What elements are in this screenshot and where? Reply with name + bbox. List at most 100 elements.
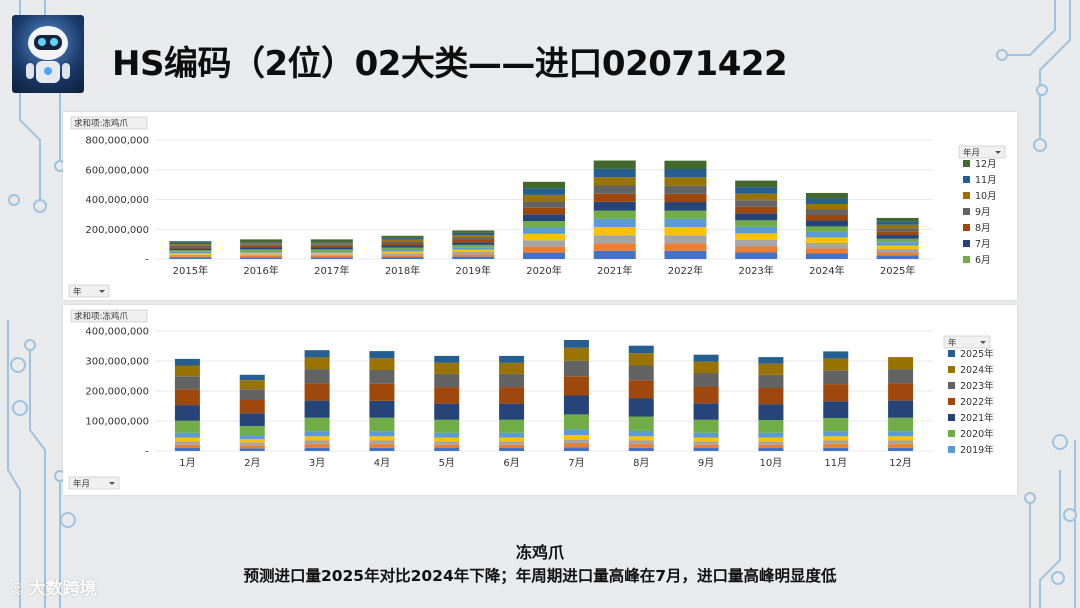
axis-filter-button-box[interactable] — [68, 284, 110, 298]
bar-segment — [239, 435, 265, 439]
bar-segment — [169, 247, 212, 249]
bar-segment — [693, 437, 719, 442]
bar-segment — [563, 347, 589, 361]
bar-segment — [805, 198, 848, 204]
robot-logo — [12, 15, 84, 93]
bar-segment — [434, 387, 460, 404]
bar-segment — [628, 345, 654, 354]
dropdown-arrow-icon[interactable] — [995, 151, 1001, 154]
bar-segment — [563, 360, 589, 377]
caption-heading: 冻鸡爪 — [515, 543, 564, 562]
bar-segment — [823, 436, 849, 441]
bar-segment — [693, 441, 719, 445]
bar-segment — [593, 160, 636, 169]
bar-segment — [628, 440, 654, 445]
bar-segment — [888, 417, 914, 432]
dropdown-arrow-icon[interactable] — [99, 290, 105, 293]
bar-segment — [758, 448, 784, 451]
legend-label: 2024年 — [960, 364, 994, 376]
bar-segment — [876, 228, 919, 232]
x-tick-label: 2019年 — [456, 264, 491, 277]
bar-segment — [693, 373, 719, 387]
bar-segment — [499, 419, 525, 433]
chart-panel-monthly: 求和项:冻鸡爪 400,000,000 300,000,000 200,000,000… — [63, 305, 1017, 495]
dropdown-arrow-icon[interactable] — [980, 341, 986, 344]
bar-segment — [304, 369, 330, 384]
bar-segment — [369, 400, 395, 418]
y-tick-label: 800,000,000 — [85, 136, 149, 147]
legend-label: 12月 — [975, 159, 997, 170]
bar-segment — [664, 169, 707, 178]
bar-segment — [499, 387, 525, 404]
bar-segment — [664, 177, 707, 186]
bar-segment — [169, 242, 212, 245]
bar-segment — [888, 400, 914, 418]
bar-segment — [169, 257, 212, 259]
legend-swatch — [963, 160, 970, 167]
bar-segment — [735, 213, 778, 221]
bar-segment — [805, 192, 848, 199]
bar-segment — [240, 241, 283, 243]
bar-segment — [239, 426, 265, 436]
bar-segment — [593, 177, 636, 186]
bar-segment — [523, 240, 565, 247]
bar-segment — [593, 218, 636, 228]
bar-segment — [758, 420, 784, 433]
bar-segment — [593, 201, 636, 211]
bar-segment — [735, 206, 778, 214]
bar-segment — [664, 250, 707, 259]
bar-segment — [381, 247, 424, 250]
chart-monthly-stacked-bar: 求和项:冻鸡爪 400,000,000 300,000,000 200,000,000… — [68, 309, 994, 490]
bar-segment — [452, 247, 495, 250]
legend-filter-button-box[interactable] — [958, 145, 1006, 159]
legend-swatch — [948, 446, 955, 453]
bar-segment — [434, 362, 460, 374]
bar-segment — [169, 254, 212, 257]
bar-segment — [758, 374, 784, 388]
bar-segment — [239, 389, 265, 400]
field-label-button[interactable]: 求和项:冻鸡爪 — [70, 309, 148, 323]
axis-filter-button-box[interactable] — [68, 476, 120, 490]
bar-segment — [758, 437, 784, 442]
bar-segment — [304, 431, 330, 437]
bar-segment — [628, 436, 654, 441]
bar-segment — [239, 439, 265, 443]
bar-segment — [823, 444, 849, 448]
bar-segment — [304, 447, 330, 451]
y-tick-label: 200,000,000 — [85, 225, 149, 236]
bar-segment — [523, 181, 565, 189]
axis-filter-button[interactable]: 年月 — [68, 476, 120, 490]
bar-segment — [310, 252, 353, 255]
field-label-box[interactable] — [70, 309, 148, 323]
bar-segment — [563, 443, 589, 448]
field-label-button[interactable]: 求和项:冻鸡爪 — [70, 116, 148, 130]
bar-segment — [823, 384, 849, 402]
legend-filter-button[interactable]: 年 — [943, 335, 991, 349]
bar-segment — [628, 365, 654, 381]
x-tick-label: 11月 — [824, 457, 847, 469]
bar-segment — [434, 444, 460, 448]
bar-segment — [452, 237, 495, 240]
bar-segment — [628, 444, 654, 448]
legend-filter-button-box[interactable] — [943, 335, 991, 349]
bar-segment — [310, 244, 353, 246]
bar-segment — [628, 380, 654, 399]
bar-segment — [523, 201, 565, 208]
axis-filter-button[interactable]: 年 — [68, 284, 110, 298]
legend-filter-button[interactable]: 年月 — [958, 145, 1006, 159]
chart-panel-yearly: 求和项:冻鸡爪 800,000,000 600,000,000 400,000,000… — [63, 112, 1017, 300]
bar-segment — [593, 227, 636, 236]
bar-segment — [693, 403, 719, 420]
bar-segment — [304, 350, 330, 358]
bar-segment — [664, 193, 707, 203]
bar-segment — [310, 242, 353, 245]
legend-label: 2025年 — [960, 348, 994, 360]
bar-segment — [876, 235, 919, 239]
bar-segment — [239, 445, 265, 449]
bar-segment — [240, 252, 283, 255]
legend-swatch — [948, 398, 955, 405]
bar-segment — [369, 436, 395, 441]
dropdown-arrow-icon[interactable] — [109, 482, 115, 485]
bar-segment — [310, 255, 353, 258]
field-label-box[interactable] — [70, 116, 148, 130]
